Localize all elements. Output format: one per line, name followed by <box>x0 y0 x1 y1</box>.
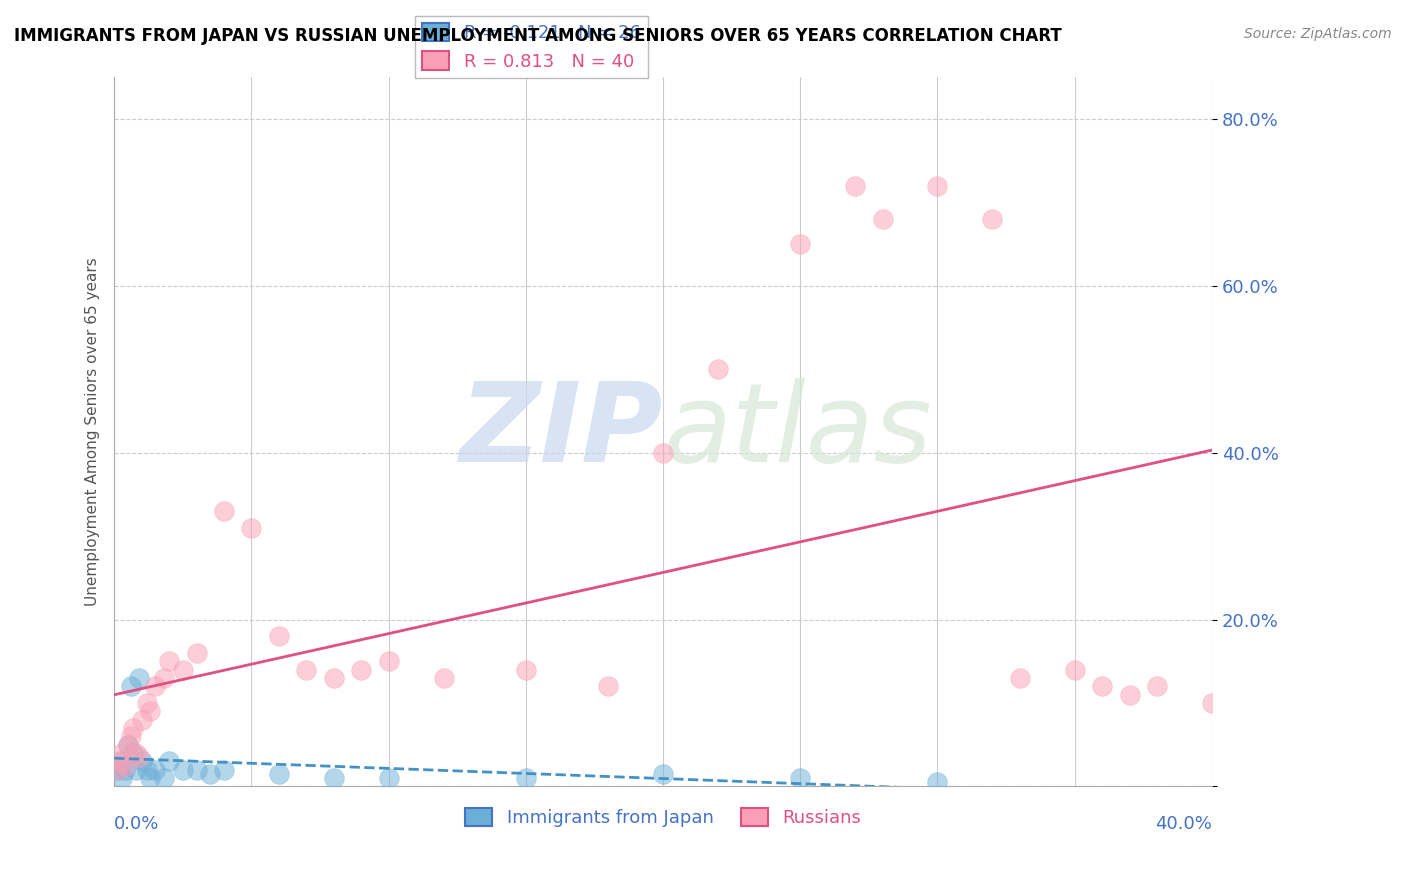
Point <box>377 771 399 785</box>
Point <box>128 671 150 685</box>
Point <box>186 646 208 660</box>
Text: 0.0%: 0.0% <box>114 815 159 833</box>
Text: atlas: atlas <box>664 378 932 485</box>
Point <box>789 771 811 785</box>
Point <box>105 763 128 777</box>
Point <box>131 755 153 769</box>
Point <box>844 178 866 193</box>
Point <box>789 237 811 252</box>
Point <box>108 755 131 769</box>
Point <box>240 521 263 535</box>
Point <box>105 763 128 777</box>
Point <box>120 730 142 744</box>
Point <box>927 178 949 193</box>
Point <box>122 721 145 735</box>
Point <box>267 767 290 781</box>
Point <box>212 504 235 518</box>
Point <box>1063 663 1085 677</box>
Point <box>1091 679 1114 693</box>
Point <box>707 362 730 376</box>
Point <box>186 763 208 777</box>
Point <box>152 671 174 685</box>
Point <box>122 746 145 760</box>
Point <box>1146 679 1168 693</box>
Text: 40.0%: 40.0% <box>1156 815 1212 833</box>
Point <box>114 758 136 772</box>
Point <box>652 767 675 781</box>
Point <box>981 212 1004 227</box>
Point <box>1118 688 1140 702</box>
Point <box>515 771 537 785</box>
Point <box>598 679 620 693</box>
Point <box>114 763 136 777</box>
Point <box>111 746 134 760</box>
Point <box>200 767 222 781</box>
Point <box>872 212 894 227</box>
Point <box>267 629 290 643</box>
Point <box>1008 671 1031 685</box>
Point <box>322 671 344 685</box>
Point <box>143 679 166 693</box>
Point <box>322 771 344 785</box>
Point <box>652 446 675 460</box>
Point <box>172 763 194 777</box>
Point <box>139 771 162 785</box>
Point <box>131 713 153 727</box>
Point <box>432 671 454 685</box>
Text: IMMIGRANTS FROM JAPAN VS RUSSIAN UNEMPLOYMENT AMONG SENIORS OVER 65 YEARS CORREL: IMMIGRANTS FROM JAPAN VS RUSSIAN UNEMPLO… <box>14 27 1062 45</box>
Point <box>377 654 399 668</box>
Point <box>143 763 166 777</box>
Text: ZIP: ZIP <box>460 378 664 485</box>
Point <box>927 775 949 789</box>
Point <box>152 771 174 785</box>
Point <box>157 755 180 769</box>
Point <box>350 663 373 677</box>
Point <box>157 654 180 668</box>
Point <box>111 771 134 785</box>
Point <box>212 763 235 777</box>
Point <box>136 763 159 777</box>
Point <box>128 750 150 764</box>
Point <box>108 755 131 769</box>
Point <box>136 696 159 710</box>
Point <box>515 663 537 677</box>
Legend: Immigrants from Japan, Russians: Immigrants from Japan, Russians <box>458 800 869 834</box>
Point <box>125 746 148 760</box>
Point <box>1201 696 1223 710</box>
Point <box>117 738 139 752</box>
Point <box>117 738 139 752</box>
Point <box>139 705 162 719</box>
Point <box>295 663 318 677</box>
Point <box>172 663 194 677</box>
Point <box>125 763 148 777</box>
Point <box>120 679 142 693</box>
Y-axis label: Unemployment Among Seniors over 65 years: Unemployment Among Seniors over 65 years <box>86 258 100 607</box>
Text: Source: ZipAtlas.com: Source: ZipAtlas.com <box>1244 27 1392 41</box>
